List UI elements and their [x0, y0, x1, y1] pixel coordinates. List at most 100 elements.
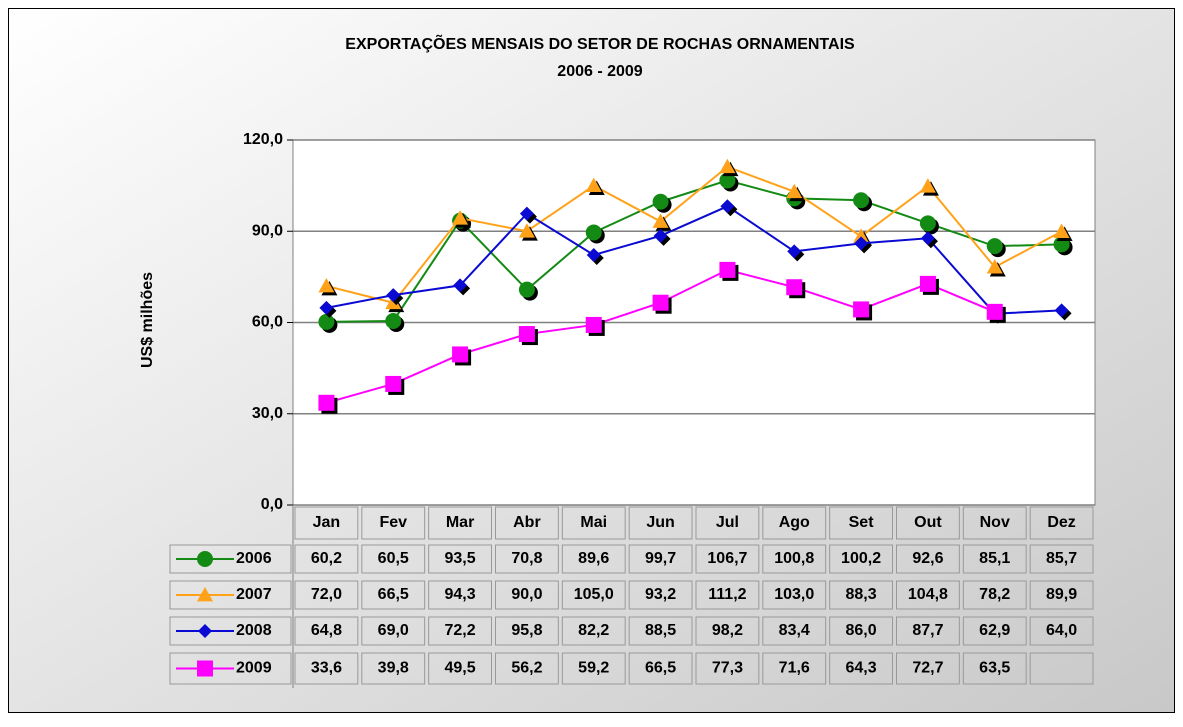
table-cell [762, 580, 827, 610]
series-line [326, 205, 1062, 315]
table-value: 64,0 [1046, 622, 1077, 639]
table-cell [361, 580, 426, 610]
table-value: 82,2 [578, 622, 609, 639]
table-cell [361, 652, 426, 685]
data-point [719, 261, 736, 278]
table-cell [829, 544, 894, 574]
table-value: 49,5 [445, 660, 476, 677]
y-tick-label: 0,0 [261, 496, 283, 513]
data-point [720, 199, 735, 214]
table-value: 60,2 [311, 550, 342, 567]
data-point [786, 279, 803, 296]
data-point [518, 223, 535, 238]
table-cell [762, 506, 827, 540]
table-value: 59,2 [578, 660, 609, 677]
table-cell [428, 616, 492, 646]
data-point [986, 303, 1003, 320]
table-value: 86,0 [846, 622, 877, 639]
table-value: 93,5 [445, 550, 476, 567]
data-point [385, 312, 402, 329]
data-point [519, 206, 534, 221]
data-point [452, 210, 469, 225]
table-cell [762, 652, 827, 685]
y-axis-label: US$ milhões [139, 272, 156, 368]
x-tick-label: Dez [1047, 514, 1075, 531]
chart-title: EXPORTAÇÕES MENSAIS DO SETOR DE ROCHAS O… [345, 33, 855, 53]
table-value: 64,8 [311, 622, 342, 639]
table-cell [561, 616, 626, 646]
data-point [386, 288, 401, 303]
table-value: 89,6 [578, 550, 609, 567]
x-tick-label: Nov [980, 514, 1010, 531]
table-cell [361, 506, 426, 540]
x-tick-label: Abr [513, 514, 541, 531]
table-value: 89,9 [1046, 586, 1077, 603]
data-point [919, 275, 936, 292]
table-value: 105,0 [574, 586, 614, 603]
table-cell [1029, 616, 1094, 646]
table-value: 103,0 [774, 586, 814, 603]
y-tick-label: 120,0 [243, 131, 283, 148]
x-tick-label: Mai [580, 514, 607, 531]
series-line [326, 165, 1063, 304]
table-cell [896, 616, 960, 646]
table-value: 100,2 [841, 550, 881, 567]
table-cell [829, 506, 894, 540]
table-value: 39,8 [378, 660, 409, 677]
table-value: 88,5 [645, 622, 676, 639]
table-cell [495, 580, 559, 610]
table-value: 72,2 [445, 622, 476, 639]
table-value: 60,5 [378, 550, 409, 567]
table-cell [169, 544, 292, 574]
y-tick-label: 90,0 [252, 222, 283, 239]
legend-marker [197, 551, 213, 567]
table-cell [428, 580, 492, 610]
table-cell [169, 580, 292, 610]
table-cell [962, 616, 1027, 646]
data-point [986, 259, 1003, 274]
table-value: 99,7 [645, 550, 676, 567]
data-point [652, 213, 669, 228]
data-point [653, 228, 668, 243]
table-cell [628, 544, 693, 574]
table-cell [561, 652, 626, 685]
table-cell [1029, 506, 1094, 540]
data-point [518, 281, 535, 298]
table-cell [361, 616, 426, 646]
data-point [853, 192, 870, 209]
table-value: 98,2 [712, 622, 743, 639]
table-cell [762, 544, 827, 574]
table-value: 72,0 [311, 586, 342, 603]
table-value: 63,5 [979, 660, 1010, 677]
x-tick-label: Out [914, 514, 942, 531]
table-cell [695, 580, 760, 610]
data-point [585, 224, 602, 241]
legend-marker [197, 660, 213, 677]
legend-marker [198, 624, 212, 638]
data-point [318, 394, 335, 411]
data-point [919, 178, 936, 193]
table-cell [962, 580, 1027, 610]
table-cell [695, 506, 760, 540]
data-point [853, 301, 870, 318]
x-tick-label: Ago [779, 514, 810, 531]
table-cell [962, 544, 1027, 574]
data-point [585, 177, 602, 193]
data-point [385, 375, 402, 392]
data-point [719, 158, 736, 174]
table-cell [495, 506, 559, 540]
data-point [318, 313, 335, 330]
table-cell [628, 506, 693, 540]
table-value: 56,2 [511, 660, 542, 677]
table-value: 87,7 [912, 622, 943, 639]
table-cell [896, 652, 960, 685]
series-line [326, 179, 1062, 323]
data-point [1054, 303, 1069, 318]
table-value: 104,8 [908, 586, 948, 603]
table-cell [628, 616, 693, 646]
table-cell [896, 580, 960, 610]
table-cell [829, 580, 894, 610]
table-cell [428, 544, 492, 574]
legend-label: 2007 [236, 586, 272, 603]
